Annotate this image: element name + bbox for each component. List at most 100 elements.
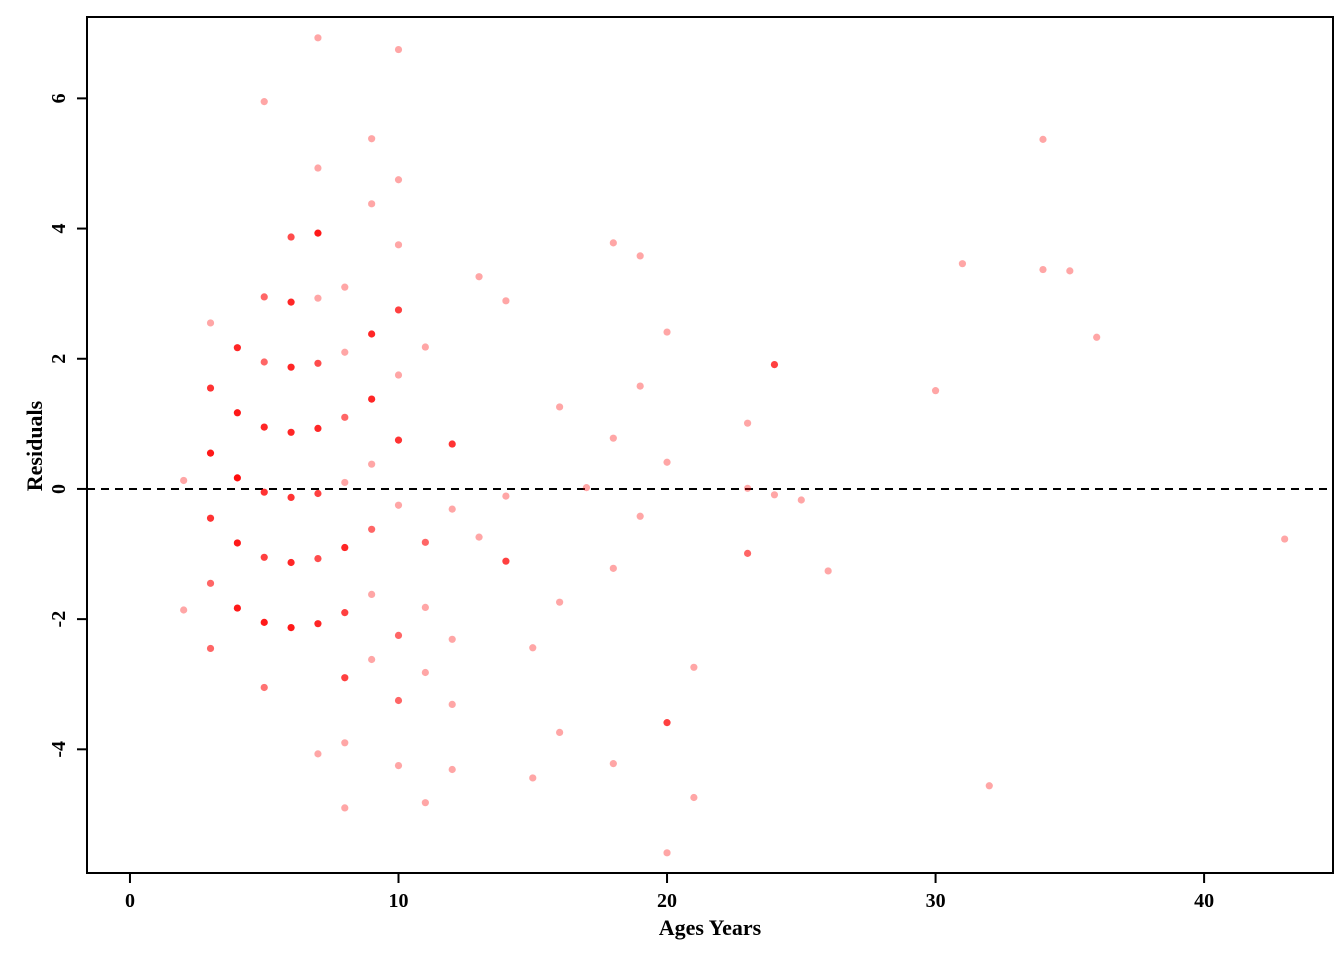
data-point: [556, 728, 564, 736]
data-point: [260, 618, 268, 626]
data-point: [341, 739, 349, 747]
data-point: [260, 683, 268, 692]
data-point: [206, 579, 215, 587]
x-axis: 0 10 20 30 40: [125, 872, 1214, 912]
data-point: [260, 553, 268, 561]
data-point: [314, 164, 322, 172]
data-point: [394, 501, 403, 509]
plot-frame: [86, 16, 1334, 874]
data-point: [368, 460, 376, 468]
data-point: [690, 793, 698, 802]
data-point: [475, 533, 483, 541]
data-point: [260, 98, 268, 106]
data-point: [233, 409, 241, 417]
x-tick-label: 30: [926, 890, 946, 912]
data-point: [394, 436, 403, 444]
data-point: [341, 478, 349, 487]
data-point: [287, 363, 295, 371]
data-point: [287, 428, 295, 436]
data-point: [421, 668, 429, 677]
data-point: [368, 200, 376, 208]
data-point: [743, 419, 752, 427]
data-point: [206, 514, 215, 522]
y-tick-label: 2: [48, 354, 70, 364]
data-point: [206, 384, 215, 392]
data-point: [233, 344, 241, 352]
data-point: [260, 358, 268, 366]
data-point: [314, 750, 322, 758]
data-point: [368, 330, 376, 338]
data-point: [394, 176, 403, 184]
data-point: [636, 512, 644, 520]
x-tick-label: 20: [657, 890, 677, 912]
y-tick-label: -2: [48, 611, 70, 628]
data-point: [394, 761, 403, 770]
x-tick-label: 0: [125, 890, 135, 912]
data-point: [233, 539, 241, 547]
x-axis-label: Ages Years: [659, 915, 762, 940]
data-point: [314, 229, 322, 237]
data-point: [341, 674, 349, 682]
data-point: [287, 233, 295, 241]
data-point: [582, 484, 591, 492]
data-point: [743, 549, 752, 557]
data-point: [421, 343, 429, 351]
data-point: [287, 298, 295, 306]
data-point: [985, 782, 993, 790]
data-point: [287, 623, 295, 632]
data-point: [448, 765, 456, 774]
y-axis-label: Residuals: [22, 400, 47, 491]
y-tick-label: 6: [48, 93, 70, 103]
data-point: [341, 609, 349, 617]
data-point: [421, 538, 429, 546]
data-point: [502, 297, 510, 305]
data-point: [233, 474, 241, 482]
data-point: [448, 700, 456, 709]
data-point: [206, 449, 215, 457]
y-tick-label: -4: [48, 741, 70, 758]
y-axis: -4 -2 0 2 4 6: [48, 93, 88, 758]
data-point: [314, 554, 322, 563]
data-point: [743, 484, 752, 492]
data-point: [394, 696, 403, 705]
y-tick-label: 0: [48, 484, 70, 494]
data-point: [663, 719, 671, 727]
data-point: [556, 598, 564, 606]
data-point: [314, 34, 322, 42]
data-point: [663, 458, 671, 466]
data-point: [341, 543, 349, 552]
data-point: [394, 45, 403, 54]
data-point: [1039, 265, 1047, 274]
data-point: [636, 252, 644, 260]
data-point: [770, 361, 779, 369]
data-point: [475, 273, 483, 281]
data-point: [368, 655, 376, 664]
data-point: [260, 423, 268, 431]
data-point: [1066, 267, 1074, 275]
data-point: [394, 306, 403, 314]
data-point: [206, 644, 215, 653]
data-point: [770, 491, 779, 499]
data-point: [287, 558, 295, 567]
data-point: [314, 620, 322, 628]
data-point: [368, 590, 376, 598]
data-point: [529, 774, 537, 782]
data-point: [314, 294, 322, 302]
data-point: [394, 371, 403, 379]
data-point: [958, 260, 967, 268]
data-point: [314, 424, 322, 433]
data-point: [368, 525, 376, 533]
data-point: [314, 489, 322, 498]
data-point: [180, 606, 188, 614]
data-point: [314, 359, 322, 367]
data-point: [609, 239, 617, 247]
data-point: [368, 395, 376, 403]
data-point: [529, 644, 537, 652]
data-point: [341, 413, 349, 421]
data-points: [180, 34, 1289, 857]
data-point: [180, 476, 188, 485]
data-point: [233, 604, 241, 612]
data-point: [448, 635, 456, 643]
data-point: [609, 760, 617, 768]
